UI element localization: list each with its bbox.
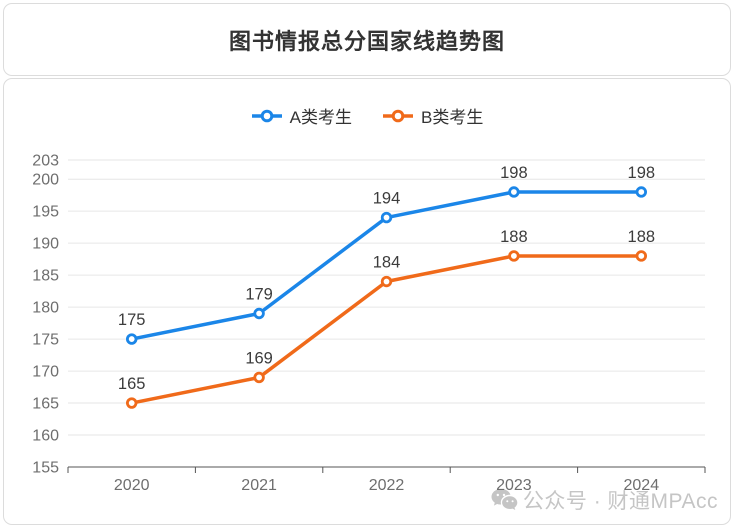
data-label: 169 (245, 349, 273, 367)
data-label: 165 (118, 375, 146, 393)
y-tick-label: 155 (32, 460, 59, 477)
watermark: 公众号 · 财通MPAcc (490, 485, 718, 515)
data-point[interactable] (380, 211, 393, 224)
y-tick-label: 180 (32, 300, 59, 317)
chart-legend: A类考生 B类考生 (4, 103, 730, 128)
page-title: 图书情报总分国家线趋势图 (228, 28, 505, 54)
data-point[interactable] (253, 307, 265, 320)
y-tick-label: 165 (32, 396, 59, 413)
y-tick-label: 200 (32, 172, 59, 189)
data-label: 198 (628, 164, 656, 182)
trend-chart: 155 160 165 170 175 180 185 190 195 200 203 2020 202… (32, 153, 706, 494)
x-tick-label: 2021 (241, 477, 277, 494)
x-tick-label: 2022 (369, 477, 405, 494)
title-card: 图书情报总分国家线趋势图 (3, 3, 731, 76)
data-point[interactable] (508, 250, 520, 262)
data-point[interactable] (635, 186, 648, 198)
y-tick-label: 160 (32, 428, 59, 445)
y-tick-label: 170 (32, 364, 59, 381)
y-tick-label: 175 (32, 332, 59, 349)
chart-card: 公众号 · 财通MPAcc 155 160 165 170 175 180 185 190 19… (3, 78, 731, 525)
data-label: 179 (245, 286, 273, 304)
legend-label-a: A类考生 (289, 108, 352, 127)
data-point[interactable] (125, 333, 138, 345)
x-tick-label: 2024 (624, 477, 660, 494)
legend-item-a[interactable]: A类考生 (251, 103, 352, 128)
legend-label-b: B类考生 (421, 108, 484, 127)
data-point[interactable] (508, 186, 520, 198)
wechat-icon (491, 489, 518, 510)
data-label: 194 (373, 190, 401, 208)
y-tick-label: 190 (32, 236, 59, 253)
data-label: 184 (373, 254, 401, 272)
y-tick-label: 185 (32, 268, 59, 285)
data-point[interactable] (253, 371, 265, 384)
data-label: 198 (500, 164, 528, 182)
data-label: 188 (500, 228, 528, 246)
data-point[interactable] (635, 250, 648, 262)
x-tick-label: 2023 (496, 477, 532, 494)
data-label: 188 (628, 228, 656, 246)
legend-item-b[interactable]: B类考生 (382, 103, 483, 128)
line-circle-marker-icon (383, 109, 413, 122)
line-circle-marker-icon (251, 109, 282, 122)
data-label: 175 (118, 311, 146, 329)
y-tick-label: 203 (32, 153, 59, 170)
data-point[interactable] (125, 397, 138, 409)
x-tick-label: 2020 (114, 477, 150, 494)
data-point[interactable] (380, 275, 393, 288)
y-tick-label: 195 (32, 204, 59, 221)
watermark-text: 公众号 · 财通MPAcc (522, 490, 718, 513)
